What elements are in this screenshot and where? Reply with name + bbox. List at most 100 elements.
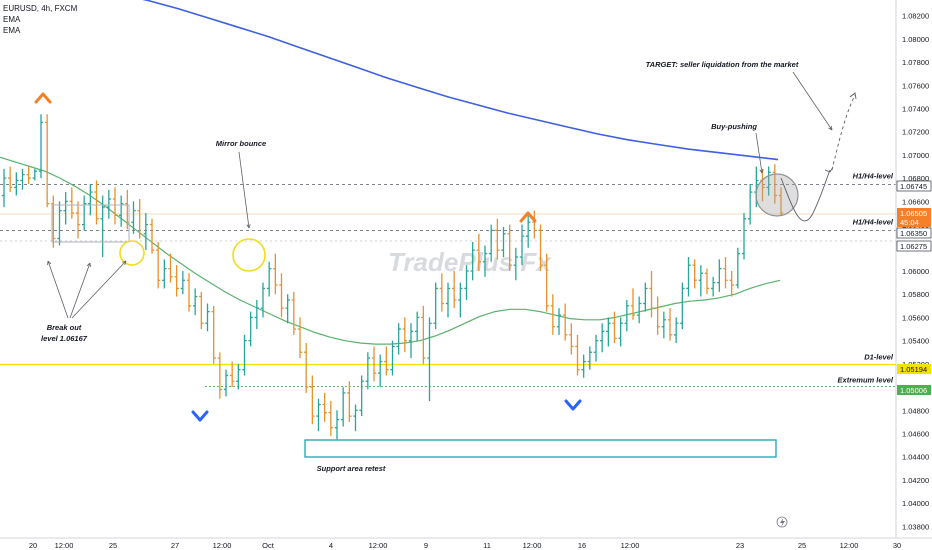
lightning-icon bbox=[776, 516, 788, 528]
ohlc-bar bbox=[297, 317, 303, 359]
ohlc-bar bbox=[316, 398, 321, 432]
ohlc-bar bbox=[562, 303, 568, 341]
time-tick-label: 9 bbox=[424, 541, 428, 550]
ohlc-bar bbox=[291, 291, 297, 335]
target-arrow-head bbox=[828, 125, 833, 131]
ohlc-bar bbox=[599, 323, 605, 353]
level-label-d1: D1-level bbox=[864, 353, 894, 362]
breakout-arrow-1 bbox=[47, 260, 69, 319]
ema-layer bbox=[0, 0, 781, 345]
breakout-circle bbox=[119, 240, 145, 266]
projection-dashed-head bbox=[849, 92, 857, 100]
ohlc-bar bbox=[285, 294, 290, 324]
price-tick-label: 1.08000 bbox=[902, 35, 929, 44]
price-tick-label: 1.06800 bbox=[902, 174, 929, 183]
ohlc-bar bbox=[260, 282, 266, 318]
low-down-chevron bbox=[191, 410, 209, 422]
ohlc-bar bbox=[14, 172, 19, 196]
price-tag-label: 1.06745 bbox=[900, 182, 927, 191]
price-tag: 1.05006 bbox=[897, 385, 931, 395]
time-tick-label: 12:00 bbox=[55, 541, 74, 550]
price-tick-label: 1.04400 bbox=[902, 453, 929, 462]
ohlc-bar bbox=[766, 166, 771, 196]
ohlc-bar bbox=[698, 265, 704, 297]
ohlc-bar bbox=[575, 334, 580, 376]
ohlc-bar bbox=[636, 296, 642, 324]
time-tick-label: 20 bbox=[29, 541, 37, 550]
ohlc-bar bbox=[569, 323, 574, 355]
price-tick-label: 1.06600 bbox=[902, 197, 929, 206]
high-up-chevron bbox=[34, 92, 52, 104]
ohlc-bar bbox=[513, 247, 519, 281]
ohlc-bar bbox=[353, 404, 358, 432]
ohlc-bar bbox=[38, 114, 44, 179]
ohlc-bar bbox=[242, 334, 247, 376]
level-label-h1h4-upper: H1/H4-level bbox=[853, 172, 894, 181]
ohlc-bar bbox=[470, 241, 475, 281]
ohlc-bar bbox=[772, 164, 778, 204]
ohlc-bar bbox=[211, 305, 216, 364]
target-arrow bbox=[792, 71, 833, 131]
price-tick-label: 1.08200 bbox=[902, 12, 929, 21]
ohlc-bar bbox=[322, 392, 327, 422]
price-tick-label: 1.07600 bbox=[902, 81, 929, 90]
ohlc-bar bbox=[7, 166, 13, 193]
ema-slow-line bbox=[142, 0, 779, 161]
breakout-text-line2: level 1.06167 bbox=[41, 334, 88, 343]
ema-label-1: EMA bbox=[3, 15, 21, 24]
ohlc-bar bbox=[266, 261, 272, 297]
ohlc-bar bbox=[593, 334, 599, 362]
ohlc-bar bbox=[396, 323, 401, 355]
time-tick-label: 25 bbox=[798, 541, 806, 550]
ohlc-bar bbox=[451, 271, 457, 309]
ohlc-bar bbox=[704, 268, 710, 295]
ohlc-bar bbox=[433, 282, 438, 330]
ohlc-bar bbox=[519, 224, 525, 266]
ohlc-bar bbox=[606, 317, 611, 347]
mirror-bounce-arrow bbox=[238, 151, 250, 229]
ohlc-bar bbox=[192, 288, 198, 316]
ema-fast-line bbox=[0, 156, 781, 345]
drawings-layer: Break out level 1.06167 Mirror bounce Suppo… bbox=[34, 60, 857, 473]
time-tick-label: 16 bbox=[578, 541, 586, 550]
price-tag-label: 1.06505 bbox=[900, 209, 927, 218]
ohlc-bar bbox=[347, 381, 352, 422]
ohlc-bar bbox=[106, 189, 112, 219]
ohlc-bar bbox=[377, 354, 383, 388]
ohlc-bar bbox=[680, 282, 685, 330]
ohlc-bar bbox=[581, 354, 586, 378]
ohlc-bar bbox=[661, 311, 667, 339]
ohlc-bar bbox=[57, 201, 62, 246]
ohlc-bar bbox=[464, 265, 469, 301]
price-tag-box bbox=[897, 208, 931, 218]
price-tick-label: 1.05800 bbox=[902, 290, 929, 299]
ohlc-bar bbox=[587, 346, 593, 370]
price-tag: 1.05194 bbox=[897, 364, 931, 374]
ohlc-bar bbox=[735, 247, 741, 289]
price-tag: 1.06745 bbox=[896, 180, 932, 192]
price-tag-label: 45:04 bbox=[900, 218, 919, 227]
time-tick-label: 12:00 bbox=[523, 541, 542, 550]
ohlc-bar bbox=[1, 168, 7, 208]
ohlc-bar bbox=[75, 201, 81, 239]
mirror-bounce-circle bbox=[232, 238, 266, 272]
ohlc-bar bbox=[630, 288, 636, 320]
ohlc-bar bbox=[328, 401, 334, 436]
level-label-h1h4-lower: H1/H4-level bbox=[853, 217, 894, 226]
price-tag-box bbox=[897, 385, 931, 395]
projection-dashed bbox=[831, 94, 856, 171]
ohlc-bar bbox=[667, 308, 673, 341]
ohlc-bar bbox=[550, 294, 556, 335]
ohlc-bar bbox=[439, 273, 445, 312]
ohlc-bar bbox=[20, 168, 25, 190]
lightning-icon-bolt bbox=[780, 518, 785, 527]
ohlc-bar bbox=[384, 346, 389, 376]
time-tick-label: 12:00 bbox=[213, 541, 232, 550]
price-tag: 1.06350 bbox=[896, 227, 932, 239]
ohlc-bar bbox=[532, 210, 537, 239]
ohlc-bar bbox=[168, 253, 173, 283]
price-tick-label: 1.05600 bbox=[902, 313, 929, 322]
ohlc-bar bbox=[94, 180, 99, 225]
ohlc-bar bbox=[710, 276, 716, 297]
